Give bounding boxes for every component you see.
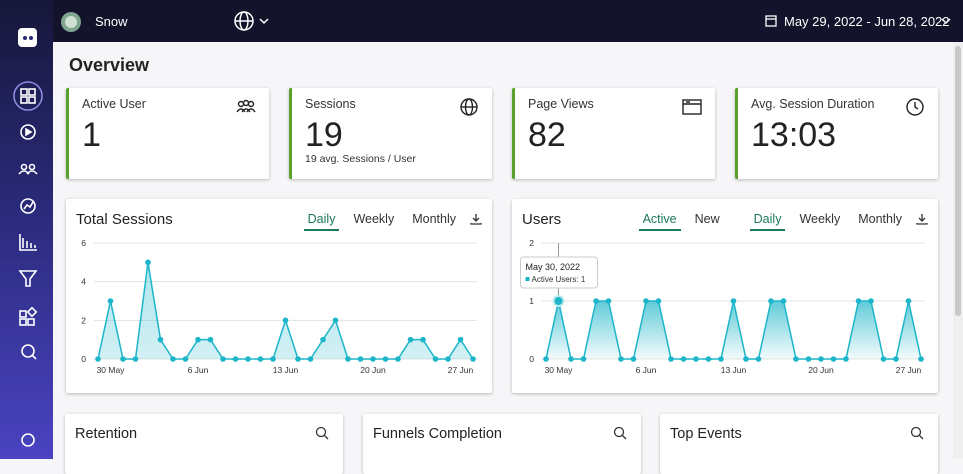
- stat-value: 13:03: [751, 116, 837, 154]
- nav-events[interactable]: [19, 310, 27, 318]
- download-icon[interactable]: [470, 212, 482, 231]
- stat-label: Sessions: [305, 97, 356, 111]
- chart-title: Total Sessions: [76, 211, 173, 228]
- logo[interactable]: [18, 28, 37, 47]
- period-tab[interactable]: Monthly: [412, 212, 456, 226]
- stat-card: Active User 1: [66, 88, 269, 179]
- download-icon[interactable]: [916, 212, 928, 231]
- stat-label: Avg. Session Duration: [751, 97, 875, 111]
- panel-title: Retention: [75, 426, 138, 442]
- stat-icon[interactable]: [235, 96, 257, 118]
- nav-analytics[interactable]: [20, 198, 36, 214]
- sessions-card: Total Sessions Daily Weekly Monthly: [66, 199, 492, 393]
- panel-title: Top Events: [670, 426, 742, 442]
- panel-card: Retention: [65, 414, 343, 474]
- panel-card: Top Events: [660, 414, 938, 474]
- panel-title: Funnels Completion: [373, 426, 502, 442]
- spacer: [734, 212, 740, 231]
- stat-card: Avg. Session Duration 13:03: [735, 88, 938, 179]
- stat-sub: 19 avg. Sessions / User: [305, 153, 416, 165]
- sidebar: [0, 0, 53, 459]
- tabs: Active New Daily Weekly Monthly: [638, 212, 928, 231]
- stat-label: Page Views: [528, 97, 594, 111]
- nav-funnels[interactable]: [18, 270, 38, 287]
- page: Snow May 29, 2022 - Jun 28, 2022 Overvie…: [0, 0, 963, 459]
- nav-reports[interactable]: [19, 234, 37, 251]
- stat-card: Page Views 82: [512, 88, 715, 179]
- stat-value: 82: [528, 116, 566, 154]
- search-icon[interactable]: [613, 426, 627, 445]
- language-selector[interactable]: [234, 11, 269, 31]
- top-bar: Snow May 29, 2022 - Jun 28, 2022: [53, 0, 963, 42]
- users-card: Users Active New Daily Weekly Monthly: [512, 199, 938, 393]
- period-tab[interactable]: Weekly: [353, 212, 395, 226]
- stat-icon[interactable]: [904, 96, 926, 118]
- stat-label: Active User: [82, 97, 146, 111]
- nav-overview[interactable]: [13, 81, 43, 111]
- search-icon[interactable]: [315, 426, 329, 445]
- date-range[interactable]: May 29, 2022 - Jun 28, 2022: [784, 14, 950, 29]
- stat-icon[interactable]: [458, 96, 480, 118]
- top-bar-icons: [61, 11, 951, 32]
- nav-sessions[interactable]: [20, 124, 36, 140]
- stat-value: 19: [305, 116, 343, 154]
- period-tab[interactable]: Monthly: [858, 212, 902, 226]
- tabs: Daily Weekly Monthly: [303, 212, 482, 231]
- page-title: Overview: [69, 55, 150, 75]
- scrollbar[interactable]: [953, 42, 963, 459]
- nav-search[interactable]: [21, 344, 35, 358]
- filter-tab[interactable]: Active: [638, 212, 681, 231]
- filter-tab[interactable]: New: [694, 212, 720, 226]
- stat-icon[interactable]: [681, 96, 703, 118]
- stat-value: 1: [82, 116, 101, 154]
- period-tab[interactable]: Daily: [749, 212, 786, 231]
- period-tab[interactable]: Daily: [303, 212, 340, 231]
- nav-users[interactable]: [20, 163, 28, 171]
- sidebar-icons: [13, 28, 43, 447]
- nav-help[interactable]: [21, 433, 35, 447]
- search-icon[interactable]: [910, 426, 924, 445]
- stat-card: Sessions 19 19 avg. Sessions / User: [289, 88, 492, 179]
- period-tab[interactable]: Weekly: [799, 212, 841, 226]
- chart-title: Users: [522, 211, 562, 228]
- panel-card: Funnels Completion: [363, 414, 641, 474]
- user-name: Snow: [95, 14, 128, 29]
